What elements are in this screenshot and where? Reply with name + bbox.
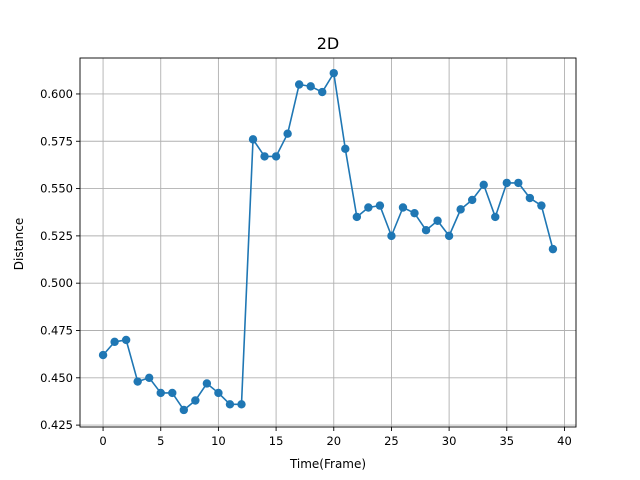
- y-tick-label: 0.525: [40, 229, 73, 243]
- data-point: [410, 208, 419, 218]
- x-tick-label: 35: [499, 434, 514, 448]
- data-point: [329, 68, 338, 78]
- data-point: [179, 405, 189, 415]
- x-tick-label: 20: [326, 434, 341, 448]
- x-tick-label: 15: [269, 434, 284, 448]
- series-line: [102, 72, 554, 411]
- data-point: [260, 152, 269, 161]
- data-point: [191, 396, 200, 405]
- y-tick-label: 0.575: [40, 134, 73, 148]
- chart-title: 2D: [317, 34, 340, 53]
- data-point: [421, 226, 431, 235]
- data-point: [456, 205, 465, 214]
- data-point: [444, 231, 454, 241]
- ticks: 0 5 10 15 20 25 30 35 40 0.425 0.450 0.475 0.500 0.52…: [40, 87, 572, 448]
- data-point: [467, 195, 477, 205]
- data-point: [110, 337, 119, 347]
- grid: [80, 58, 576, 427]
- data-point: [514, 178, 523, 188]
- x-tick-label: 30: [442, 434, 457, 448]
- data-point: [375, 201, 385, 210]
- x-tick-label: 5: [157, 434, 164, 448]
- y-tick-label: 0.425: [40, 418, 73, 432]
- data-point: [294, 80, 304, 89]
- x-tick-label: 40: [557, 434, 572, 448]
- data-point: [352, 212, 362, 222]
- x-tick-label: 25: [384, 434, 399, 448]
- y-tick-label: 0.500: [40, 276, 73, 290]
- data-points: [98, 68, 558, 415]
- data-point: [133, 377, 142, 386]
- data-point: [398, 203, 408, 212]
- data-point: [387, 231, 396, 241]
- y-tick-label: 0.600: [40, 87, 73, 101]
- data-point: [121, 335, 131, 345]
- y-tick-label: 0.475: [40, 323, 73, 337]
- data-point: [548, 244, 558, 254]
- data-point: [214, 388, 223, 398]
- data-point: [156, 388, 165, 398]
- data-point: [306, 82, 315, 91]
- x-tick-label: 10: [211, 434, 226, 448]
- y-tick-label: 0.550: [40, 182, 73, 196]
- y-axis-label: Distance: [12, 218, 26, 270]
- data-point: [98, 350, 108, 360]
- data-point: [145, 373, 154, 382]
- data-point: [202, 379, 212, 388]
- data-point: [283, 129, 292, 138]
- data-point: [502, 178, 511, 188]
- axes-frame: [79, 57, 577, 428]
- data-point: [525, 193, 535, 203]
- data-point: [433, 216, 442, 225]
- data-point: [225, 400, 235, 409]
- x-tick-label: 0: [99, 434, 106, 448]
- data-point: [237, 400, 246, 409]
- data-point: [271, 152, 281, 161]
- data-point: [318, 87, 327, 97]
- data-point: [491, 212, 500, 222]
- data-point: [248, 135, 258, 144]
- data-point: [341, 144, 350, 154]
- data-point: [168, 388, 177, 398]
- data-point: [537, 201, 546, 210]
- data-point: [479, 180, 488, 189]
- x-axis-label: Time(Frame): [289, 457, 366, 471]
- data-point: [364, 203, 373, 212]
- y-tick-label: 0.450: [40, 371, 73, 385]
